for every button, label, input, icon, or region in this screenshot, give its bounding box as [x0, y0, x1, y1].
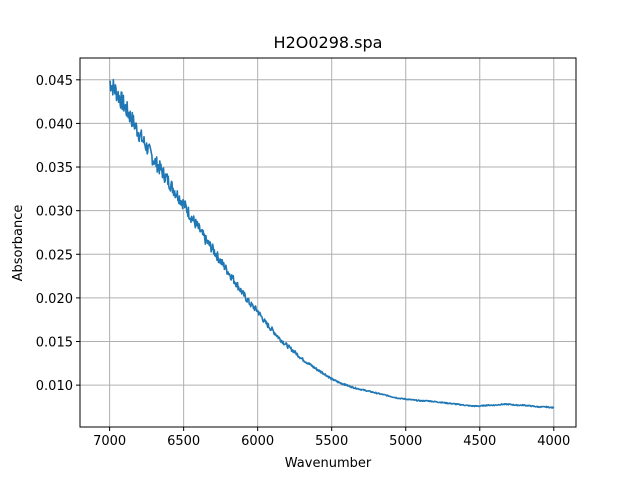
x-tick-label: 7000	[93, 434, 126, 449]
x-tick-label: 5000	[389, 434, 422, 449]
y-tick-label: 0.025	[36, 248, 73, 263]
y-tick-label: 0.020	[36, 292, 73, 307]
y-tick-label: 0.035	[36, 161, 73, 176]
absorbance-series-line	[109, 78, 555, 409]
x-axis: 7000 6500 6000 5500 5000 4500 4000	[93, 427, 570, 449]
y-axis: 0.010 0.015 0.020 0.025 0.030 0.035 0.040 0.045	[36, 74, 80, 394]
y-tick-label: 0.010	[36, 379, 73, 394]
y-tick-label: 0.040	[36, 117, 73, 132]
series-layer	[109, 78, 555, 409]
x-axis-label: Wavenumber	[285, 456, 372, 471]
y-tick-label: 0.030	[36, 205, 73, 220]
x-tick-label: 6500	[167, 434, 200, 449]
y-tick-label: 0.045	[36, 74, 73, 89]
grid	[80, 58, 576, 427]
x-tick-label: 4500	[463, 434, 496, 449]
chart-title: H2O0298.spa	[274, 33, 383, 52]
x-tick-label: 4000	[537, 434, 570, 449]
plot-frame	[79, 57, 577, 428]
y-axis-label: Absorbance	[11, 205, 26, 282]
y-tick-label: 0.015	[36, 336, 73, 351]
x-tick-label: 6000	[241, 434, 274, 449]
x-tick-label: 5500	[315, 434, 348, 449]
